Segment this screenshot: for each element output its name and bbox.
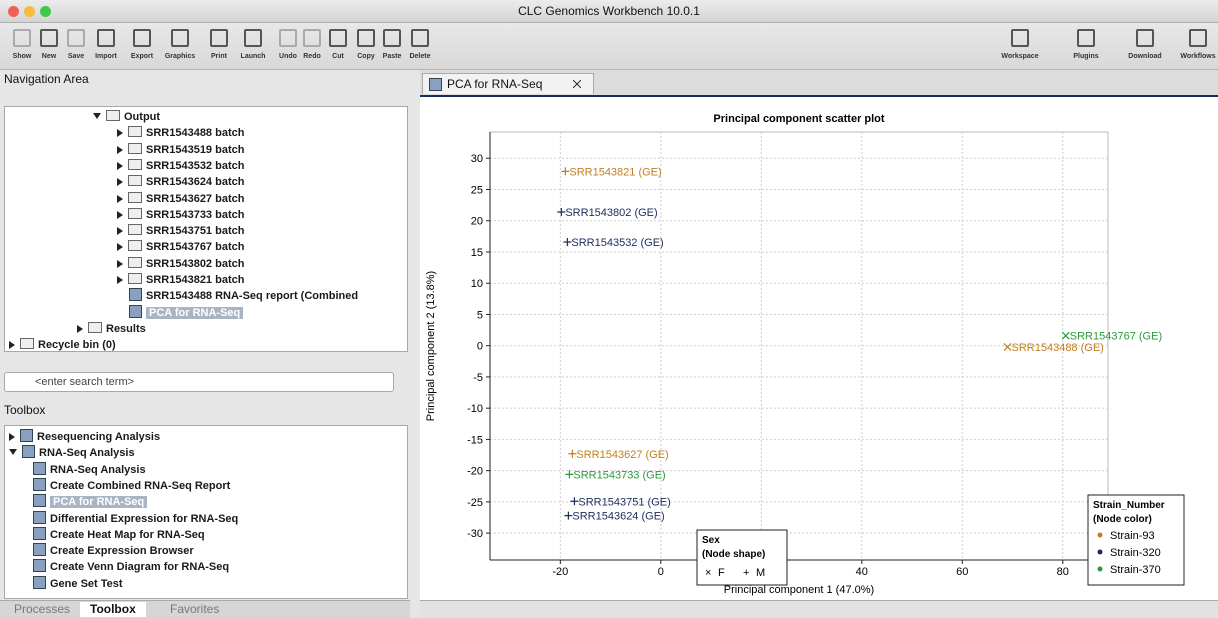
legend-title: Strain_Number: [1093, 500, 1165, 511]
y-tick-label: 25: [471, 184, 483, 196]
x-tick-label: 40: [856, 566, 868, 578]
data-point: [563, 238, 571, 246]
point-label: SRR1543488 (GE): [1012, 342, 1104, 354]
legend-label: Strain-320: [1110, 547, 1161, 559]
scatter-plot: Principal component scatter plot -30 -25 -2…: [0, 0, 1218, 617]
x-tick-label: 80: [1057, 566, 1069, 578]
legend-swatch: [1098, 550, 1103, 555]
x-tick-label: 60: [956, 566, 968, 578]
y-tick-label: 0: [477, 341, 483, 353]
y-tick-label: 20: [471, 216, 483, 228]
legend-label: F: [718, 567, 725, 579]
data-point: [570, 497, 578, 505]
legend-title: Sex: [702, 535, 720, 546]
legend-swatch: [1098, 533, 1103, 538]
data-point: [564, 512, 572, 520]
y-tick-label: 5: [477, 309, 483, 321]
y-tick-label: -15: [467, 434, 483, 446]
app-window: CLC Genomics Workbench 10.0.1 ShowNewSav…: [0, 0, 1218, 617]
data-point: [565, 470, 573, 478]
point-label: SRR1543532 (GE): [571, 237, 663, 249]
point-label: SRR1543733 (GE): [573, 469, 665, 481]
legend-label: M: [756, 567, 765, 579]
legend-label: Strain-93: [1110, 530, 1155, 542]
point-label: SRR1543821 (GE): [569, 166, 661, 178]
y-tick-label: 15: [471, 247, 483, 259]
plot-title: Principal component scatter plot: [713, 113, 884, 125]
y-tick-label: -5: [473, 372, 483, 384]
y-axis-label: Principal component 2 (13.8%): [425, 271, 437, 421]
data-point: [561, 167, 569, 175]
legend-marker: +: [743, 567, 749, 579]
y-tick-label: -10: [467, 403, 483, 415]
legend-subtitle: (Node shape): [702, 549, 765, 560]
data-point: [1062, 332, 1069, 339]
point-label: SRR1543767 (GE): [1070, 331, 1162, 343]
legend-subtitle: (Node color): [1093, 514, 1152, 525]
legend-marker: ×: [705, 567, 711, 579]
legend-swatch: [1098, 567, 1103, 572]
point-label: SRR1543627 (GE): [576, 449, 668, 461]
point-label: SRR1543624 (GE): [572, 511, 664, 523]
x-tick-label: 0: [658, 566, 664, 578]
y-tick-label: -25: [467, 497, 483, 509]
x-axis-label: Principal component 1 (47.0%): [724, 584, 874, 596]
data-point: [568, 450, 576, 458]
data-point: [557, 208, 565, 216]
point-label: SRR1543751 (GE): [578, 496, 670, 508]
y-tick-label: -20: [467, 466, 483, 478]
x-tick-label: -20: [552, 566, 568, 578]
legend-label: Strain-370: [1110, 564, 1161, 576]
data-point: [1004, 343, 1011, 350]
y-tick-label: 30: [471, 153, 483, 165]
y-tick-label: -30: [467, 528, 483, 540]
y-tick-label: 10: [471, 278, 483, 290]
point-label: SRR1543802 (GE): [565, 207, 657, 219]
